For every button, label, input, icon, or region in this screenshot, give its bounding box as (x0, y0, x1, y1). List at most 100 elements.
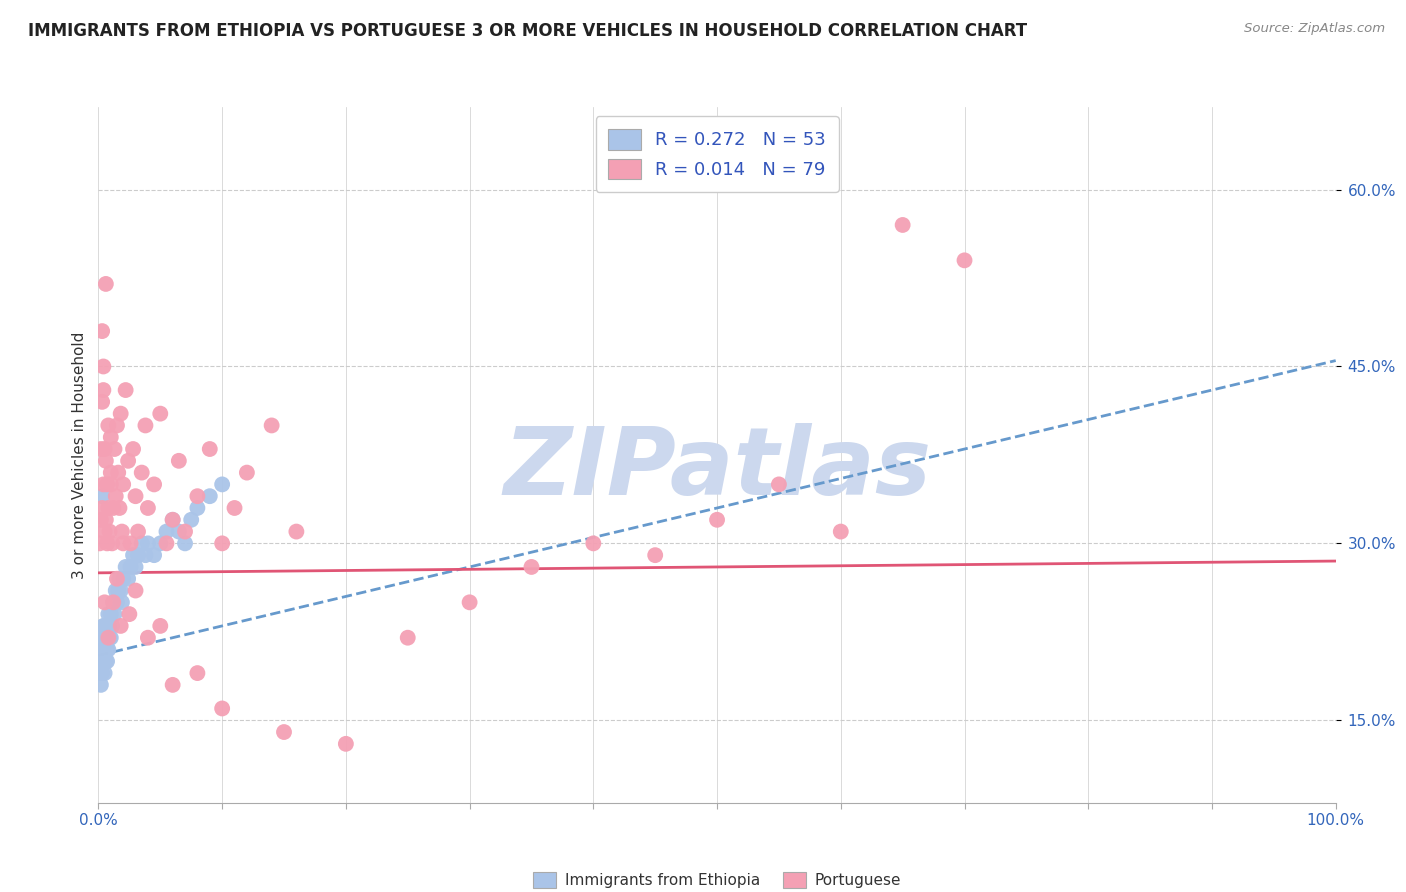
Point (96, 654, 118, 668)
Point (98, 631, 121, 645)
Point (167, 524, 190, 539)
Point (124, 489, 146, 503)
Point (131, 466, 153, 480)
Point (396, 631, 419, 645)
Point (93, 619, 115, 633)
Point (105, 572, 128, 586)
Point (90, 678, 112, 692)
Point (114, 560, 136, 574)
Point (90, 513, 112, 527)
Point (112, 572, 135, 586)
Point (96, 477, 118, 491)
Text: ZIPatlas: ZIPatlas (503, 423, 931, 515)
Point (149, 407, 172, 421)
Point (105, 418, 128, 433)
Point (97, 607, 120, 621)
Point (98, 619, 121, 633)
Point (768, 477, 790, 491)
Point (108, 572, 131, 586)
Point (93, 359, 115, 374)
Point (143, 477, 166, 491)
Point (134, 418, 156, 433)
Point (124, 583, 146, 598)
Point (186, 500, 208, 515)
Point (120, 560, 142, 574)
Point (110, 583, 132, 598)
Point (520, 560, 543, 574)
Point (112, 477, 135, 491)
Point (91, 666, 114, 681)
Point (117, 572, 139, 586)
Point (174, 524, 197, 539)
Point (122, 548, 145, 562)
Point (122, 442, 145, 456)
Point (91, 631, 114, 645)
Point (224, 500, 246, 515)
Point (93, 654, 115, 668)
Point (211, 477, 233, 491)
Point (100, 607, 122, 621)
Point (107, 466, 129, 480)
Point (174, 536, 197, 550)
Point (127, 548, 149, 562)
Point (335, 737, 357, 751)
Point (101, 536, 124, 550)
Point (136, 500, 159, 515)
Point (118, 607, 141, 621)
Point (285, 524, 308, 539)
Point (98, 524, 121, 539)
Point (89, 536, 111, 550)
Point (97, 418, 120, 433)
Point (211, 701, 233, 715)
Point (100, 430, 122, 444)
Point (94, 654, 117, 668)
Point (103, 442, 125, 456)
Point (104, 489, 127, 503)
Point (891, 218, 914, 232)
Point (136, 631, 159, 645)
Point (97, 642, 120, 657)
Point (180, 513, 202, 527)
Point (91, 489, 114, 503)
Point (273, 725, 295, 739)
Point (830, 524, 852, 539)
Point (149, 619, 172, 633)
Point (91, 642, 114, 657)
Point (93, 595, 115, 609)
Point (100, 466, 122, 480)
Point (91, 395, 114, 409)
Point (120, 536, 142, 550)
Point (211, 536, 233, 550)
Point (97, 631, 120, 645)
Point (100, 477, 122, 491)
Text: IMMIGRANTS FROM ETHIOPIA VS PORTUGUESE 3 OR MORE VEHICLES IN HOUSEHOLD CORRELATI: IMMIGRANTS FROM ETHIOPIA VS PORTUGUESE 3… (28, 22, 1028, 40)
Point (96, 536, 118, 550)
Point (91, 324, 114, 338)
Point (155, 536, 177, 550)
Point (953, 253, 976, 268)
Point (162, 513, 184, 527)
Point (131, 536, 153, 550)
Point (198, 489, 221, 503)
Point (155, 524, 177, 539)
Point (149, 536, 172, 550)
Point (134, 548, 156, 562)
Text: Source: ZipAtlas.com: Source: ZipAtlas.com (1244, 22, 1385, 36)
Point (94, 631, 117, 645)
Point (94, 277, 117, 291)
Point (103, 595, 125, 609)
Point (186, 666, 208, 681)
Point (236, 466, 259, 480)
Point (101, 619, 124, 633)
Point (111, 595, 134, 609)
Point (162, 678, 184, 692)
Point (97, 631, 120, 645)
Point (93, 524, 115, 539)
Point (117, 454, 139, 468)
Y-axis label: 3 or more Vehicles in Household: 3 or more Vehicles in Household (72, 331, 87, 579)
Point (111, 524, 134, 539)
Point (89, 666, 111, 681)
Point (93, 383, 115, 397)
Point (162, 513, 184, 527)
Point (108, 500, 131, 515)
